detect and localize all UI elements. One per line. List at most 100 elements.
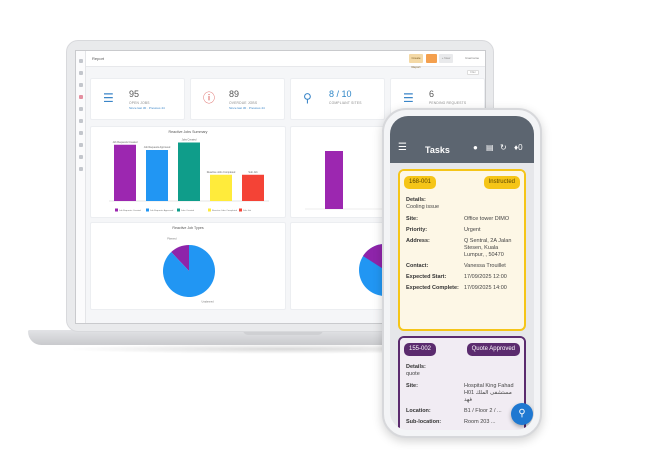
sidebar-sites-icon[interactable] [78, 83, 83, 87]
card-header: 168-001 Instructed [400, 171, 524, 193]
task-card[interactable]: 168-001 Instructed Details: Cooling issu… [398, 169, 526, 331]
row-label: Contact: [406, 263, 429, 269]
row-label: Site: [406, 216, 418, 222]
sidebar-reports-icon[interactable] [78, 95, 83, 99]
user-icon[interactable]: ● [473, 143, 478, 152]
row-value: Hospital King Fahad H01 مستشفى الملك فهد [464, 383, 514, 403]
row-value: Urgent [464, 227, 481, 233]
chart-bar [114, 144, 136, 201]
kpi-sub: Since last 30 · Previous 44 [229, 106, 265, 110]
sidebar-users-icon[interactable] [78, 119, 83, 123]
app-header: ☰ Tasks ● ▤ ↻ ♦0 [390, 116, 534, 163]
sidebar-home-icon[interactable] [78, 59, 83, 63]
row-label: Address: [406, 238, 430, 244]
legend-label: Jobs Created [181, 209, 195, 212]
bar-label: Jobs Created [182, 139, 197, 142]
legend-swatch [208, 208, 211, 212]
legend-swatch [115, 208, 118, 212]
legend-label: Job Requests Approved [150, 209, 174, 212]
new-button[interactable]: + New [439, 54, 453, 63]
pie-chart: Planned Unplanned [163, 237, 215, 304]
details-label: Details: [406, 197, 426, 203]
bar-label: Job Requests Approved [144, 146, 171, 149]
row-label: Expected Start: [406, 274, 447, 280]
details-value: Cooling issue [406, 204, 440, 210]
chart-bar [325, 151, 343, 209]
kpi-label: COMPLIANT SITES [329, 101, 362, 105]
detail-row: Location: B1 / Floor 2 / ... [406, 408, 518, 415]
row-label: Location: [406, 408, 431, 414]
sidebar-calendar-icon[interactable] [78, 131, 83, 135]
pie-label: Planned [167, 237, 177, 240]
kpi-overdue-jobs[interactable]: ⓘ 89 OVERDUE JOBS Since last 30 · Previo… [190, 78, 285, 120]
card-body: Details: quote Site: Hospital King Fahad … [400, 360, 524, 426]
app-title: Report [92, 56, 105, 61]
map-pin-icon: ⚲ [303, 91, 312, 105]
refresh-icon[interactable]: ↻ [500, 143, 507, 152]
sidebar-jobs-icon[interactable] [78, 71, 83, 75]
kpi-value: 6 [429, 89, 435, 99]
laptop-shadow [60, 344, 510, 354]
chart-bar [178, 142, 200, 201]
kpi-open-jobs[interactable]: ☰ 95 OPEN JOBS Since last 30 · Previous … [90, 78, 185, 120]
pie-label: Unplanned [202, 301, 215, 304]
status-badge: Quote Approved [466, 343, 520, 356]
search-fab-button[interactable]: ⚲ [511, 403, 533, 425]
detail-row: Contact: Vanessa Trouillet [406, 263, 518, 270]
chart-bar [146, 150, 168, 201]
task-list: 168-001 Instructed Details: Cooling issu… [390, 163, 534, 430]
chart-bar [242, 174, 264, 201]
sidebar-settings-icon[interactable] [78, 143, 83, 147]
chart-bar [210, 174, 232, 201]
row-value: B1 / Floor 2 / ... [464, 408, 502, 414]
panel-title: Reactive Jobs Summary [168, 130, 208, 134]
sidebar-help-icon[interactable] [78, 155, 83, 159]
list-icon: ☰ [103, 91, 114, 105]
details-value: quote [406, 371, 420, 377]
task-id-badge: 168-001 [404, 176, 437, 189]
bar-chart: Job Requests Created Job Requests Created… [109, 139, 269, 212]
pie-slice [363, 243, 385, 270]
legend-label: Job Requests Created [119, 209, 142, 212]
kpi-value: 89 [229, 89, 240, 99]
pie-slice [163, 245, 215, 297]
status-badge: Instructed [483, 176, 520, 189]
kpi-value: 95 [129, 89, 140, 99]
card-header: 155-002 Quote Approved [400, 338, 524, 360]
kpi-label: OVERDUE JOBS [229, 101, 258, 105]
phone-screen: ☰ Tasks ● ▤ ↻ ♦0 168-001 Instructed Deta… [390, 116, 534, 430]
document-icon[interactable]: ▤ [486, 143, 494, 152]
card-body: Details: Cooling issue Site: Office tower… [400, 193, 524, 292]
detail-row: Expected Start: 17/09/2025 12:00 [406, 274, 518, 281]
detail-row: Address: Q Sentral, 2A Jalan Stesen, Kual… [406, 238, 518, 259]
phone-device: ☰ Tasks ● ▤ ↻ ♦0 168-001 Instructed Deta… [382, 108, 542, 438]
kpi-label: OPEN JOBS [129, 101, 150, 105]
detail-row: Site: Hospital King Fahad H01 مستشفى المل… [406, 383, 518, 404]
reactive-job-types-panel: Reactive Job Types Planned Unplanned [90, 222, 286, 310]
details-label: Details: [406, 364, 426, 370]
row-value: 17/09/2025 14:00 [464, 285, 507, 291]
row-label: Priority: [406, 227, 428, 233]
sidebar-more-icon[interactable] [78, 167, 83, 171]
filter-button[interactable]: Filter [467, 70, 479, 75]
list-icon: ☰ [403, 91, 414, 105]
detail-row: Priority: Urgent [406, 227, 518, 234]
kpi-value: 8 / 10 [329, 89, 352, 99]
legend-swatch [146, 208, 149, 212]
legend-swatch [239, 208, 242, 212]
task-card[interactable]: 155-002 Quote Approved Details: quote Si… [398, 336, 526, 430]
bell-icon[interactable]: ♦0 [514, 143, 523, 152]
task-id-badge: 155-002 [404, 343, 437, 356]
kpi-label: PENDING REQUESTS [429, 101, 467, 105]
hamburger-menu-icon[interactable]: ☰ [398, 142, 407, 153]
export-button[interactable] [426, 54, 437, 63]
reactive-jobs-summary-panel: Reactive Jobs Summary Job Requests Creat… [90, 126, 286, 218]
app-topbar: Report Create Report + New Username [86, 51, 485, 69]
sidebar-assets-icon[interactable] [78, 107, 83, 111]
bar-label: Job Requests Created [113, 141, 138, 144]
kpi-compliant-sites[interactable]: ⚲ 8 / 10 COMPLIANT SITES [290, 78, 385, 120]
row-value: Q Sentral, 2A Jalan Stesen, Kuala Lumpur… [464, 238, 512, 258]
create-report-button[interactable]: Create Report [409, 54, 423, 69]
user-menu[interactable]: Username [465, 56, 479, 60]
laptop-notch [243, 330, 323, 335]
